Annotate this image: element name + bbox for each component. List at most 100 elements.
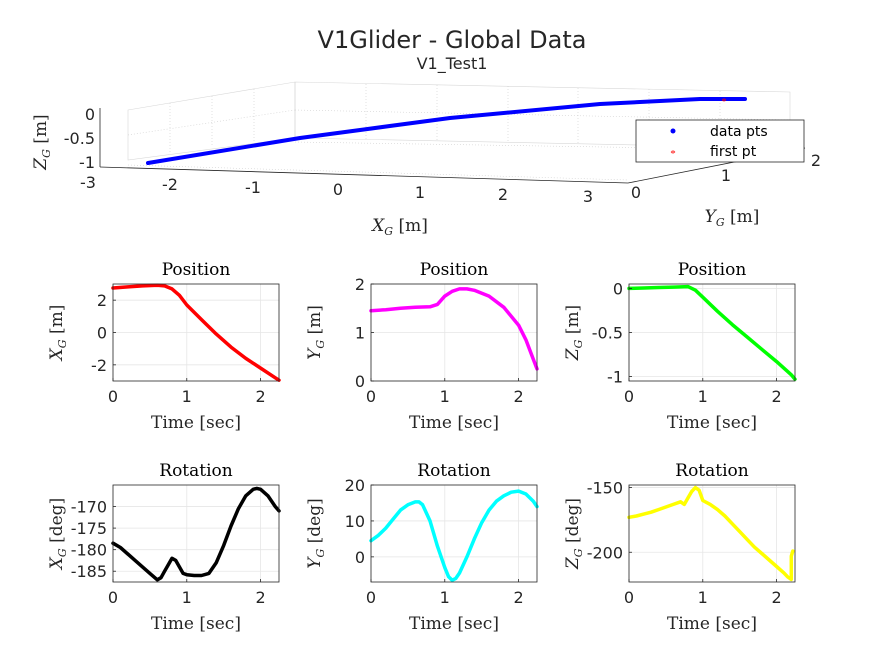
legend-data-marker — [670, 128, 676, 134]
plot3d-x-tick: 0 — [333, 180, 343, 199]
plot3d-y-tick: 2 — [811, 151, 821, 170]
series-line — [111, 283, 281, 382]
y-tick-label: -0.5 — [592, 324, 623, 343]
x-tick-label: 1 — [698, 588, 708, 607]
y-tick-label: -200 — [587, 543, 623, 562]
subplot-xlabel: Time [sec] — [151, 614, 241, 634]
series-line — [627, 485, 795, 582]
plot-area — [629, 485, 795, 582]
plot3d-z-tick: 0 — [85, 105, 95, 124]
x-tick-label: 0 — [366, 387, 376, 406]
plot3d-legend: data pts * first pt — [635, 119, 805, 163]
x-tick-label: 0 — [108, 387, 118, 406]
x-tick-label: 2 — [771, 387, 781, 406]
subplot-title: Position — [162, 260, 231, 280]
y-tick-label: -170 — [71, 498, 107, 517]
subplot-2: 0 1 2 2 1 0 Position Time [sec] YG [m] — [305, 260, 539, 433]
legend-data-label: data pts — [710, 124, 768, 140]
plot3d-x-tick: -1 — [245, 178, 261, 197]
plot-area — [371, 485, 537, 582]
subplot-title: Position — [420, 260, 489, 280]
y-tick-label: -150 — [587, 479, 623, 498]
figure-title: V1Glider - Global Data — [318, 26, 587, 54]
subplot-title: Rotation — [417, 461, 491, 481]
y-tick-label: 2 — [355, 275, 365, 294]
figure-subtitle: V1_Test1 — [417, 54, 488, 74]
x-tick-label: 1 — [440, 588, 450, 607]
y-tick-label: 0 — [97, 324, 107, 343]
x-tick-label: 0 — [108, 588, 118, 607]
subplot-xlabel: Time [sec] — [151, 413, 241, 433]
x-tick-label: 1 — [182, 588, 192, 607]
axes-box — [370, 484, 538, 583]
subplot-ylabel: XG [m] — [47, 305, 69, 363]
subplot-xlabel: Time [sec] — [409, 614, 499, 634]
plot3d-ylabel: YG [m] — [705, 207, 760, 229]
subplot-ylabel: XG [deg] — [47, 498, 69, 571]
y-tick-label: 0 — [355, 372, 365, 391]
plot-3d-trajectory: 0 -0.5 -1 -3 -2 -1 0 1 2 3 0 1 2 XG [m] … — [31, 81, 821, 238]
plot-area — [113, 485, 279, 582]
subplot-title: Position — [678, 260, 747, 280]
x-tick-label: 2 — [513, 387, 523, 406]
plot3d-z-tick: -0.5 — [64, 129, 95, 148]
plot3d-data-points — [146, 97, 747, 165]
x-tick-label: 1 — [182, 387, 192, 406]
y-tick-label: -1 — [607, 368, 623, 387]
y-tick-label: 20 — [345, 476, 365, 495]
y-tick-label: 2 — [97, 291, 107, 310]
x-tick-label: 0 — [366, 588, 376, 607]
x-tick-label: 0 — [624, 387, 634, 406]
y-tick-label: -175 — [71, 519, 107, 538]
subplot-title: Rotation — [159, 461, 233, 481]
x-tick-label: 2 — [771, 588, 781, 607]
x-tick-label: 2 — [513, 588, 523, 607]
plot3d-z-tick: -1 — [79, 153, 95, 172]
subplot-ylabel: ZG [deg] — [563, 498, 585, 570]
series-line — [369, 287, 539, 371]
plot3d-x-tick: -3 — [80, 173, 96, 192]
y-tick-label: 10 — [345, 512, 365, 531]
subplot-4: 0 1 2 -170 -175 -180 -185 Rotation Time [sec] XG … — [47, 461, 281, 634]
subplot-xlabel: Time [sec] — [667, 614, 757, 634]
subplot-title: Rotation — [675, 461, 749, 481]
subplot-3: 0 1 2 0 -0.5 -1 Position Time [sec] ZG [m] — [563, 260, 797, 433]
plot3d-x-tick: 1 — [415, 183, 425, 202]
y-tick-label: -180 — [71, 541, 107, 560]
y-tick-label: 0 — [613, 279, 623, 298]
y-tick-label: 0 — [355, 548, 365, 567]
plot3d-x-tick: 2 — [498, 185, 508, 204]
x-tick-label: 1 — [440, 387, 450, 406]
plot3d-x-tick: 3 — [583, 187, 593, 206]
plot3d-y-tick: 0 — [631, 183, 641, 202]
subplot-ylabel: YG [m] — [305, 305, 327, 360]
x-tick-label: 2 — [255, 387, 265, 406]
subplot-ylabel: ZG [m] — [563, 305, 585, 361]
subplot-5: 0 1 2 20 10 0 Rotation Time [sec] YG [deg] — [305, 461, 539, 634]
x-tick-label: 0 — [624, 588, 634, 607]
x-tick-label: 2 — [255, 588, 265, 607]
y-tick-label: -185 — [71, 562, 107, 581]
series-line — [111, 486, 281, 582]
plot3d-xlabel: XG [m] — [370, 216, 428, 238]
legend-first-label: first pt — [710, 144, 757, 160]
series-line — [369, 489, 539, 582]
subplot-6: 0 1 2 -150 -200 Rotation Time [sec] ZG [deg] — [563, 461, 796, 634]
subplot-xlabel: Time [sec] — [667, 413, 757, 433]
y-tick-label: -2 — [91, 356, 107, 375]
series-line — [627, 284, 797, 381]
plot3d-first-point: * — [722, 97, 727, 108]
y-tick-label: 1 — [355, 324, 365, 343]
axes-box — [628, 484, 796, 583]
subplot-ylabel: YG [deg] — [305, 498, 327, 569]
plot3d-y-tick: 1 — [721, 166, 731, 185]
plot3d-zlabel: ZG [m] — [31, 114, 53, 170]
x-tick-label: 1 — [698, 387, 708, 406]
subplot-xlabel: Time [sec] — [409, 413, 499, 433]
axes-box — [112, 484, 280, 583]
legend-first-marker: * — [670, 148, 676, 160]
plot3d-x-tick: -2 — [162, 175, 178, 194]
